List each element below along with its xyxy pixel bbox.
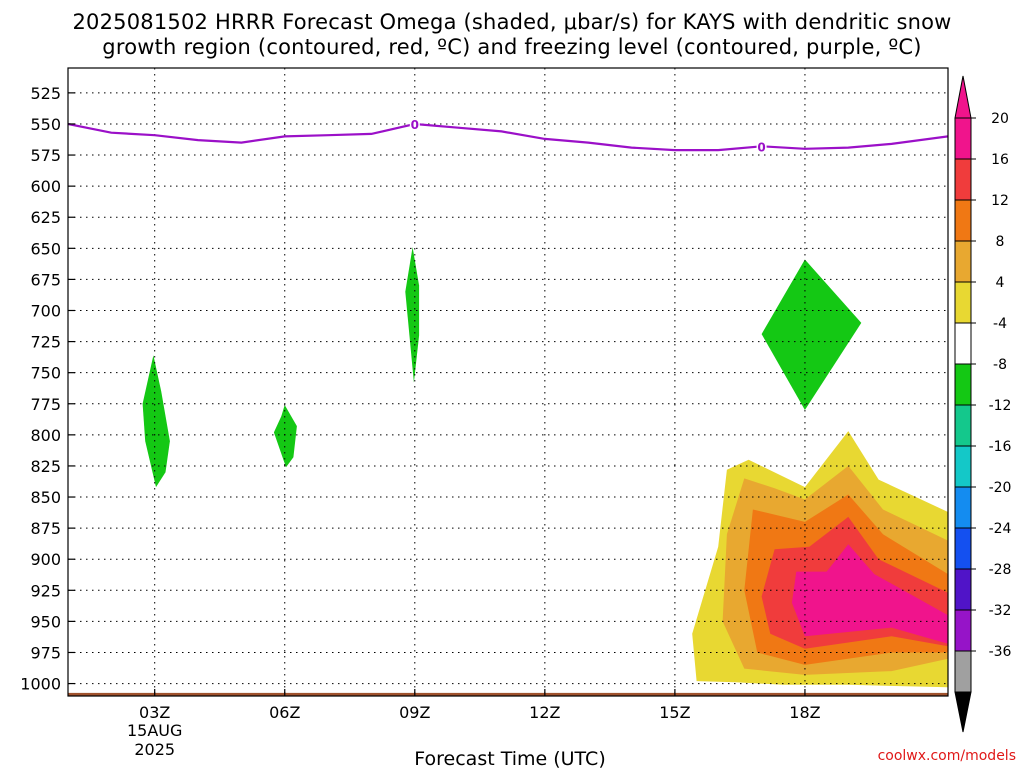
- y-tick-label: 525: [30, 84, 61, 103]
- x-tick-label: 09Z: [399, 703, 430, 722]
- colorbar-under-arrow: [954, 691, 972, 733]
- colorbar-segment: [954, 609, 972, 652]
- freezing-level-label: 0: [757, 140, 765, 154]
- colorbar-segment: [954, 527, 972, 570]
- colorbar-label: 16: [991, 152, 1009, 168]
- surface-terrain-band: [68, 692, 948, 696]
- freezing-level-line: [68, 122, 948, 152]
- colorbar-label: 8: [996, 234, 1005, 250]
- colorbar-segment: [954, 281, 972, 324]
- x-axis-label: Forecast Time (UTC): [414, 748, 605, 768]
- y-tick-label: 625: [30, 208, 61, 227]
- y-tick-label: 700: [30, 301, 61, 320]
- colorbar-segment: [954, 322, 972, 365]
- colorbar-label: 12: [991, 193, 1009, 209]
- chart-title-line-1: 2025081502 HRRR Forecast Omega (shaded, …: [72, 10, 951, 34]
- chart-title-line-2: growth region (contoured, red, ºC) and f…: [102, 35, 921, 59]
- colorbar-segment: [954, 363, 972, 406]
- y-tick-label: 600: [30, 177, 61, 196]
- y-tick-label: 975: [30, 643, 61, 662]
- y-tick-label: 925: [30, 581, 61, 600]
- colorbar-label: 4: [996, 275, 1005, 291]
- colorbar-segment: [954, 199, 972, 242]
- colorbar-segment: [954, 117, 972, 160]
- x-tick-label: 18Z: [789, 703, 820, 722]
- colorbar-label: -36: [989, 644, 1012, 660]
- colorbar-label: -28: [989, 562, 1012, 578]
- colorbar-segment: [954, 158, 972, 201]
- y-axis-ticks: 525 550 575 600 625 650 675 700 725 750 775 800 825 8…: [20, 84, 75, 694]
- y-tick-label: 725: [30, 333, 61, 352]
- y-tick-label: 650: [30, 239, 61, 258]
- freezing-level-contour: 00: [68, 116, 948, 154]
- colorbar-segment: [954, 568, 972, 611]
- y-tick-label: 900: [30, 550, 61, 569]
- y-tick-label: 950: [30, 612, 61, 631]
- x-tick-label: 12Z: [529, 703, 560, 722]
- contour-label-bg: [756, 139, 767, 154]
- date-label-day: 15AUG: [127, 721, 182, 740]
- omega-region-1: [142, 355, 170, 488]
- omega-region-2: [273, 405, 297, 468]
- colorbar-over-arrow: [954, 75, 972, 119]
- y-tick-label: 825: [30, 457, 61, 476]
- omega-region-4: [761, 259, 862, 410]
- x-tick-label: 06Z: [269, 703, 300, 722]
- freezing-level-label: 0: [411, 118, 419, 132]
- colorbar-label: -24: [989, 521, 1012, 537]
- grid-lines: [68, 68, 948, 696]
- colorbar-segment: [954, 445, 972, 488]
- colorbar-label: -12: [989, 398, 1012, 414]
- omega-region-9: [791, 544, 948, 644]
- colorbar-label: -20: [989, 480, 1012, 496]
- contour-label-bg: [409, 116, 420, 131]
- colorbar: 20 16 12 8 4 -4 -8 -12 -16 -20 -24 -28 -32 -36: [954, 75, 1012, 733]
- colorbar-label: -16: [989, 439, 1012, 455]
- y-tick-label: 775: [30, 395, 61, 414]
- y-tick-label: 675: [30, 270, 61, 289]
- omega-region-3: [405, 247, 420, 383]
- plot-area: 00 5255505756006256506757007257507758008…: [20, 67, 949, 722]
- y-tick-label: 575: [30, 146, 61, 165]
- y-tick-label: 800: [30, 426, 61, 445]
- credit-link[interactable]: coolwx.com/models: [878, 748, 1016, 764]
- y-tick-label: 750: [30, 364, 61, 383]
- x-tick-label: 15Z: [659, 703, 690, 722]
- surface-band: [68, 692, 948, 696]
- x-tick-label: 03Z: [139, 703, 170, 722]
- colorbar-segment: [954, 486, 972, 529]
- y-tick-label: 875: [30, 519, 61, 538]
- colorbar-label: 20: [991, 111, 1009, 127]
- colorbar-label: -4: [993, 316, 1007, 332]
- colorbar-segment: [954, 240, 972, 283]
- y-tick-label: 550: [30, 115, 61, 134]
- date-label-year: 2025: [134, 740, 175, 759]
- y-tick-label: 1000: [20, 675, 61, 694]
- colorbar-segment: [954, 404, 972, 447]
- colorbar-label: -32: [989, 603, 1012, 619]
- colorbar-segment: [954, 650, 972, 693]
- plot-frame: [67, 67, 949, 697]
- x-axis-ticks: 03Z 06Z 09Z 12Z 15Z 18Z: [139, 689, 821, 722]
- y-tick-label: 850: [30, 488, 61, 507]
- omega-shaded-regions: [142, 247, 948, 688]
- colorbar-label: -8: [993, 357, 1007, 373]
